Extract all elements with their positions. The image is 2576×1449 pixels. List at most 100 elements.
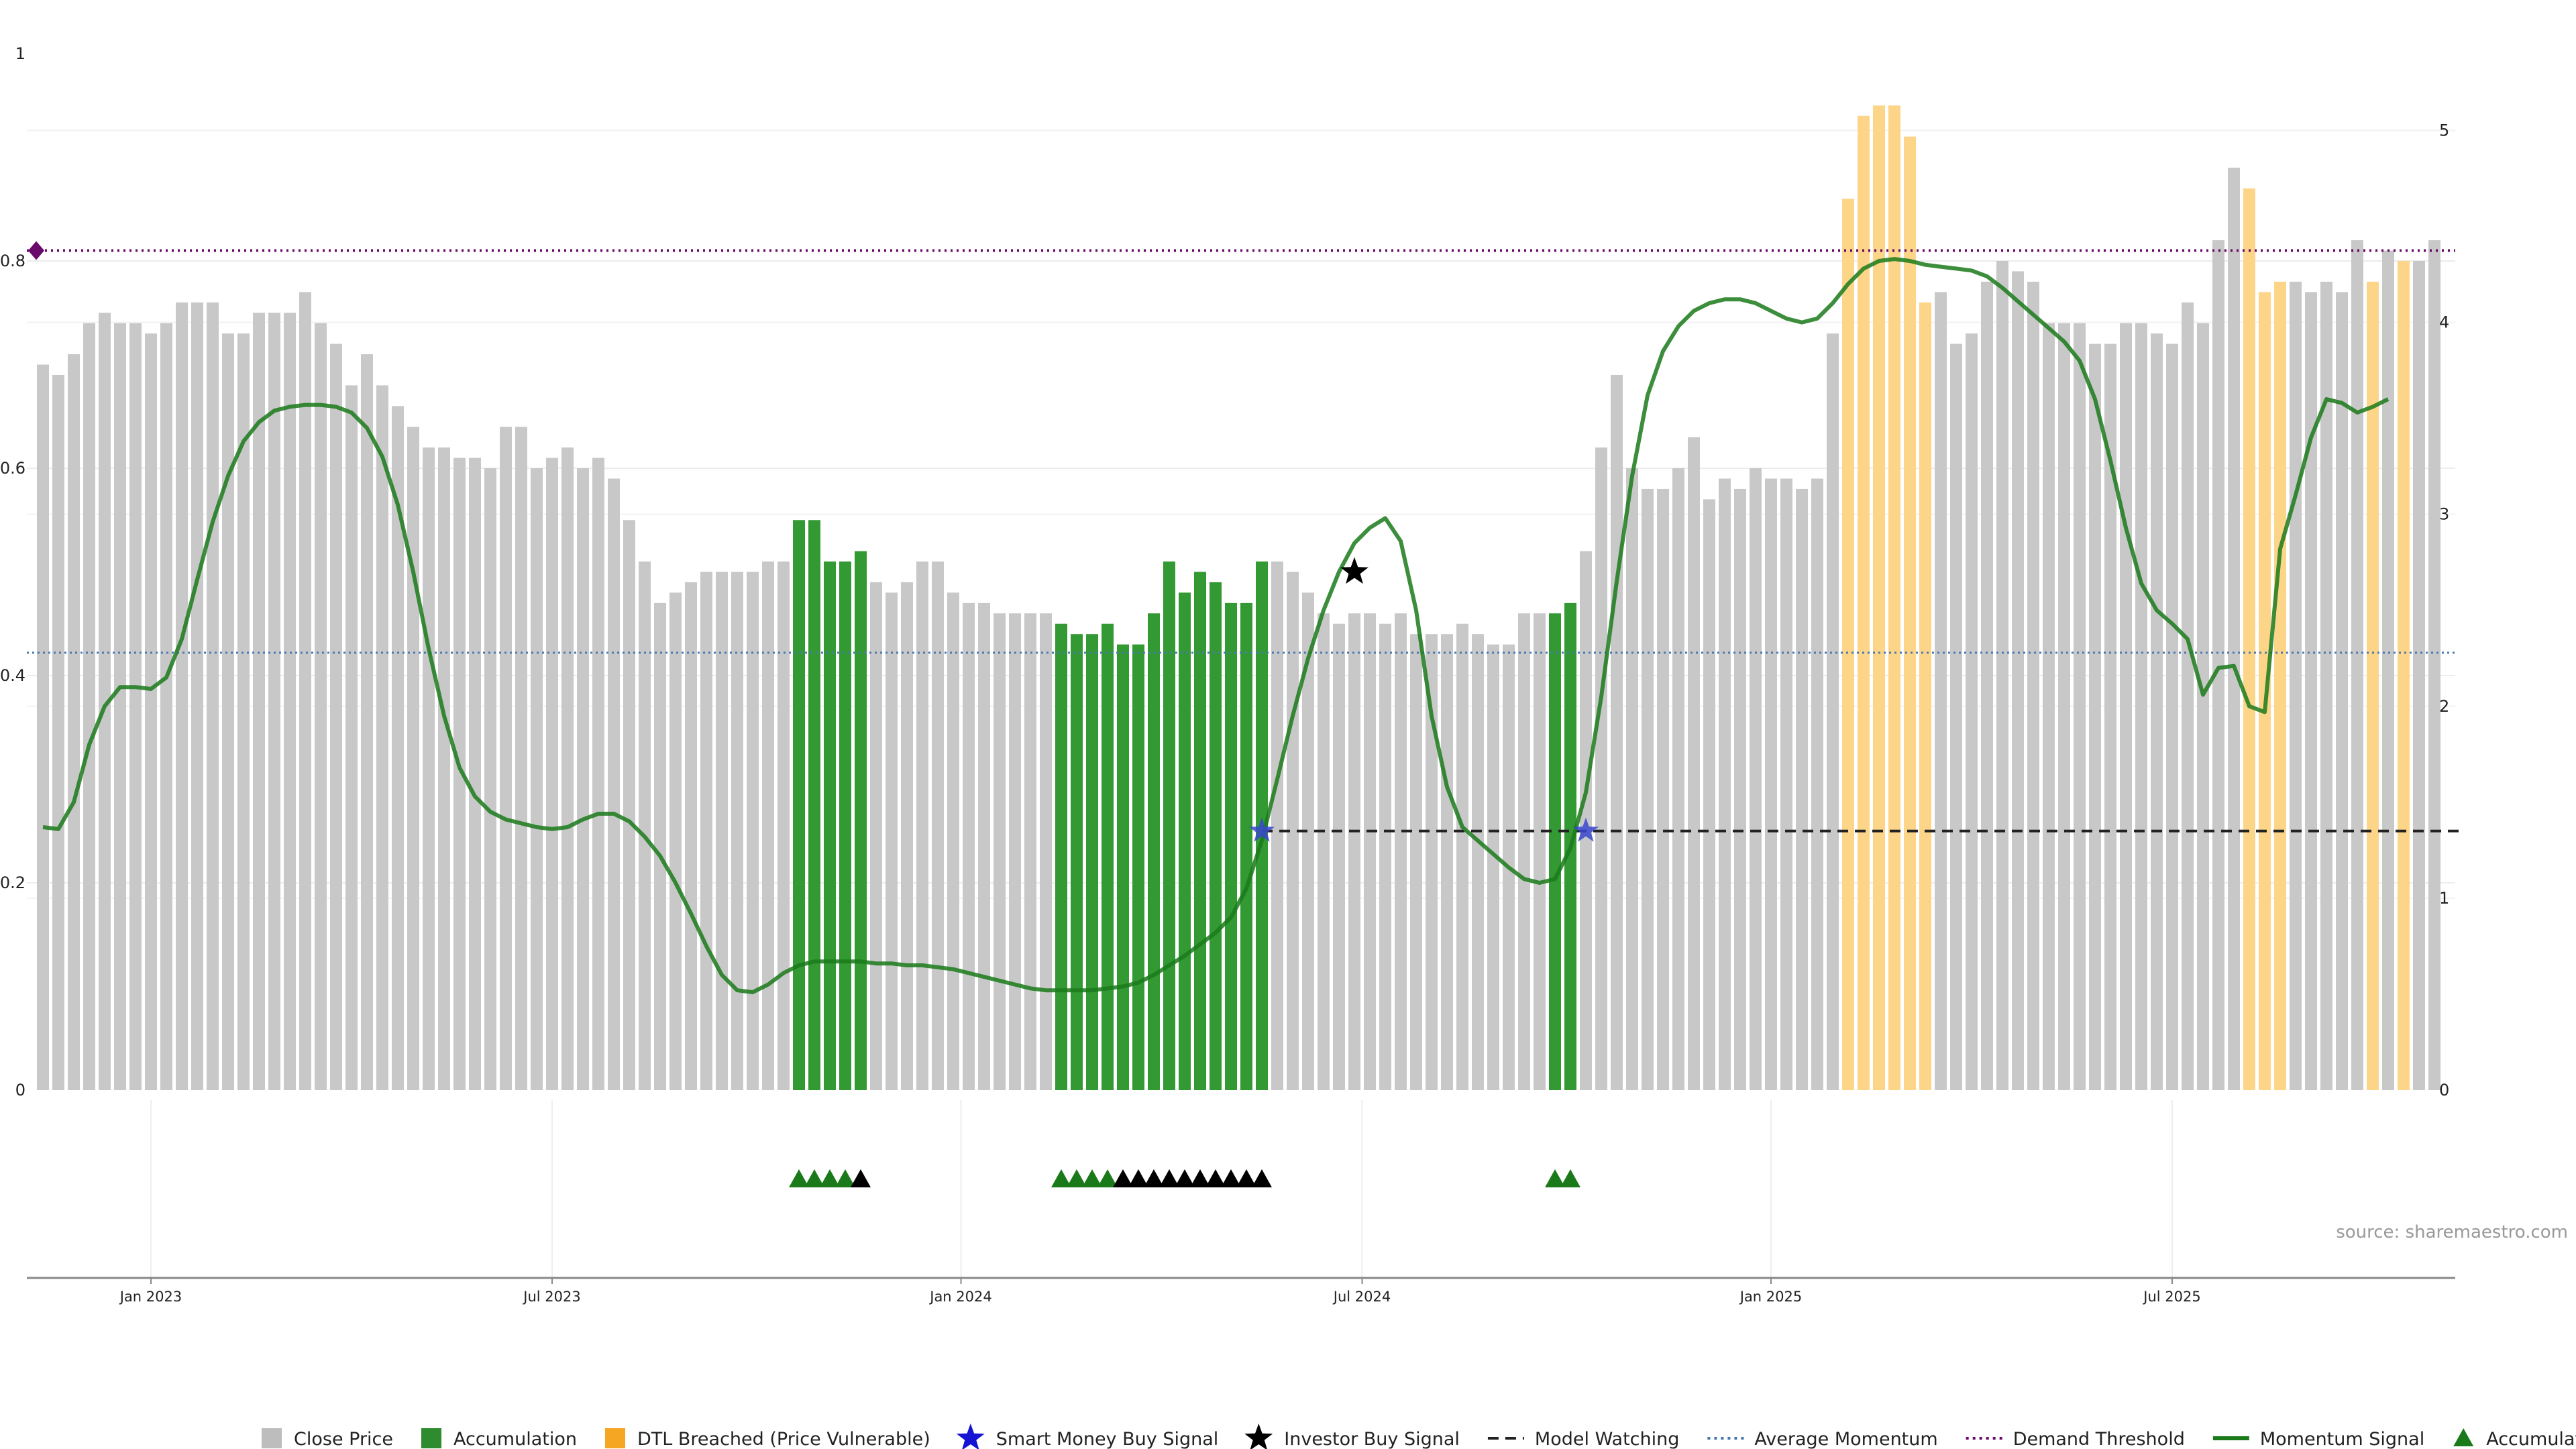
accumulation-marker — [835, 1169, 855, 1187]
bar-close-price — [608, 478, 620, 1090]
accumulation-marker — [820, 1169, 840, 1187]
bar-close-price — [1827, 333, 1839, 1090]
bar-close-price — [669, 592, 682, 1090]
legend-label: Accumulation — [453, 1429, 577, 1449]
x-tick-label: Jan 2024 — [928, 1289, 992, 1305]
x-tick-label: Jan 2023 — [119, 1289, 182, 1305]
bar-close-price — [1487, 644, 1499, 1090]
bar-accumulation — [1055, 623, 1067, 1090]
bar-close-price — [1811, 478, 1823, 1090]
bar-close-price — [1009, 613, 1021, 1090]
bar-close-price — [1302, 592, 1314, 1090]
bar-close-price — [1657, 488, 1669, 1090]
bar-close-price — [2212, 240, 2224, 1091]
bar-close-price — [531, 468, 543, 1090]
reference-lines — [27, 249, 2465, 833]
bar-close-price — [762, 561, 774, 1090]
signal-markers — [28, 241, 1599, 842]
bar-close-price — [484, 468, 496, 1090]
bar-close-price — [2305, 292, 2317, 1091]
bar-close-price — [284, 313, 296, 1090]
bar-close-price — [376, 385, 388, 1090]
bar-close-price — [500, 427, 512, 1090]
bar-dtl-breached — [2274, 281, 2286, 1090]
bar-close-price — [1688, 437, 1700, 1090]
bar-close-price — [1642, 488, 1654, 1090]
bar-close-price — [2336, 292, 2348, 1091]
bar-close-price — [222, 333, 234, 1090]
accumulation-marker-black — [1205, 1169, 1226, 1187]
bar-series — [37, 105, 2440, 1091]
bar-close-price — [2320, 281, 2332, 1090]
bar-accumulation — [1225, 602, 1237, 1090]
source-text: source: sharemaestro.com — [2336, 1222, 2568, 1242]
bar-close-price — [1719, 478, 1731, 1090]
bar-close-price — [129, 323, 142, 1091]
bar-close-price — [392, 406, 404, 1090]
legend-swatch — [604, 1428, 625, 1448]
bar-accumulation — [1117, 644, 1129, 1090]
accumulation-marker-black — [1144, 1169, 1164, 1187]
bar-close-price — [885, 592, 898, 1090]
accumulation-marker-black — [1236, 1169, 1256, 1187]
bar-close-price — [1703, 499, 1715, 1090]
accumulation-marker-black — [1175, 1169, 1195, 1187]
bar-close-price — [2089, 343, 2101, 1090]
bar-close-price — [1966, 333, 1978, 1090]
bar-accumulation — [1549, 613, 1561, 1090]
accumulation-marker-black — [1159, 1169, 1179, 1187]
accumulation-marker — [1051, 1169, 1071, 1187]
bar-close-price — [2197, 323, 2209, 1091]
bar-close-price — [407, 427, 419, 1090]
bar-accumulation — [1148, 613, 1160, 1090]
bar-close-price — [2166, 343, 2178, 1090]
bar-close-price — [237, 333, 250, 1090]
bar-accumulation — [808, 520, 820, 1090]
x-axis: Jan 2023 Jul 2023 Jan 2024 Jul 2024 Jan 2025… — [27, 1277, 2455, 1305]
bar-accumulation — [855, 551, 867, 1090]
bar-close-price — [947, 592, 959, 1090]
bar-close-price — [1348, 613, 1360, 1090]
bar-close-price — [1040, 613, 1052, 1090]
bar-close-price — [1410, 634, 1422, 1090]
right-tick-label: 5 — [2439, 121, 2449, 140]
bar-accumulation — [793, 520, 805, 1090]
bar-close-price — [2074, 323, 2086, 1091]
bar-close-price — [1472, 634, 1484, 1090]
legend-label: Smart Money Buy Signal — [996, 1429, 1219, 1449]
bar-close-price — [2151, 333, 2163, 1090]
bar-close-price — [685, 582, 697, 1090]
bar-close-price — [2043, 323, 2055, 1091]
accumulation-marker — [1560, 1169, 1580, 1187]
accumulation-marker-black — [1221, 1169, 1241, 1187]
legend: Close Price Accumulation DTL Breached (Pri… — [262, 1424, 2576, 1449]
left-tick-label: 1 — [15, 44, 25, 63]
left-tick-label: 0.8 — [0, 252, 25, 270]
bar-close-price — [1456, 623, 1468, 1090]
left-tick-label: 0 — [15, 1081, 25, 1099]
bar-dtl-breached — [2398, 261, 2410, 1090]
legend-swatch — [262, 1428, 282, 1448]
bar-close-price — [1518, 613, 1530, 1090]
right-tick-label: 0 — [2439, 1081, 2449, 1099]
bar-close-price — [1981, 281, 1993, 1090]
bar-close-price — [145, 333, 157, 1090]
bar-close-price — [253, 313, 265, 1090]
smart-money-buy-signal — [1249, 817, 1275, 842]
bar-close-price — [978, 602, 990, 1090]
accumulation-marker — [804, 1169, 824, 1187]
bar-dtl-breached — [2243, 188, 2255, 1091]
bar-close-price — [1611, 374, 1623, 1091]
bar-close-price — [2012, 271, 2024, 1091]
bar-dtl-breached — [1888, 105, 1900, 1090]
right-axis: 0 1 2 3 4 5 — [2439, 121, 2449, 1099]
legend-star — [956, 1424, 985, 1449]
bar-close-price — [1765, 478, 1777, 1090]
bar-close-price — [932, 561, 944, 1090]
bar-close-price — [1441, 634, 1453, 1090]
right-tick-label: 3 — [2439, 505, 2449, 524]
bar-close-price — [994, 613, 1006, 1090]
bar-close-price — [1780, 478, 1792, 1090]
right-tick-label: 2 — [2439, 697, 2449, 716]
